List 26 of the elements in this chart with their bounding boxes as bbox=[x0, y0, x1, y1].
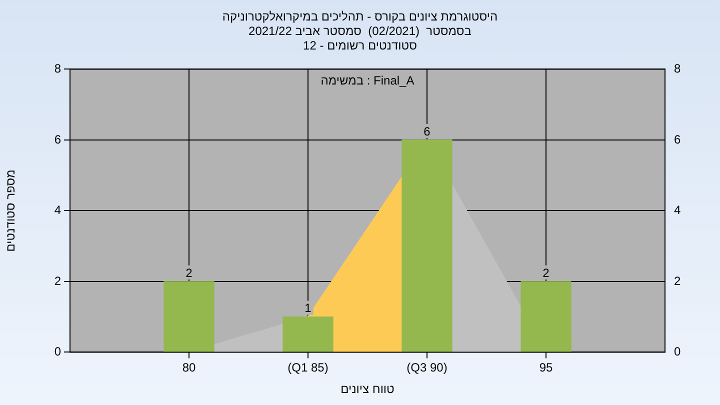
x-tick-label: 80 bbox=[182, 360, 196, 375]
chart-subtitle: בסמסטר (02/2021) סמסטר אביב 2021/22 סטודנטים רשומים - 12 bbox=[248, 24, 472, 52]
y2-tick-label: 8 bbox=[674, 62, 681, 76]
x-tick-label: (Q1 85) bbox=[288, 360, 328, 375]
data-label: 6 bbox=[424, 124, 431, 138]
y-axis-title: מספר סטודנטים bbox=[4, 170, 18, 252]
bar bbox=[282, 316, 334, 352]
bar bbox=[520, 281, 572, 352]
y-tick-label: 4 bbox=[54, 203, 62, 218]
data-label: 1 bbox=[304, 301, 312, 316]
x-tick-label: (Q3 90) bbox=[406, 360, 448, 375]
x-tick-label: 95 bbox=[539, 360, 553, 375]
y2-tick-label: 0 bbox=[674, 344, 681, 359]
y2-tick-label: 6 bbox=[674, 132, 681, 146]
data-label: 2 bbox=[542, 266, 550, 280]
y-tick-label: 2 bbox=[54, 274, 62, 288]
chart-title: היסטוגרמת ציונים בקורס - תהליכים במיקרואלקטרוניקה bbox=[222, 10, 498, 24]
y-tick-label: 0 bbox=[54, 344, 62, 359]
x-axis-title: טווח ציונים bbox=[340, 382, 395, 396]
y-tick-label: 8 bbox=[54, 62, 62, 76]
y-tick-label: 6 bbox=[54, 132, 62, 146]
bar bbox=[164, 281, 214, 352]
data-label: 2 bbox=[186, 266, 193, 280]
y2-tick-label: 4 bbox=[674, 203, 681, 218]
annotation: במשימה : Final_A bbox=[320, 74, 414, 88]
y2-tick-label: 2 bbox=[674, 274, 681, 288]
